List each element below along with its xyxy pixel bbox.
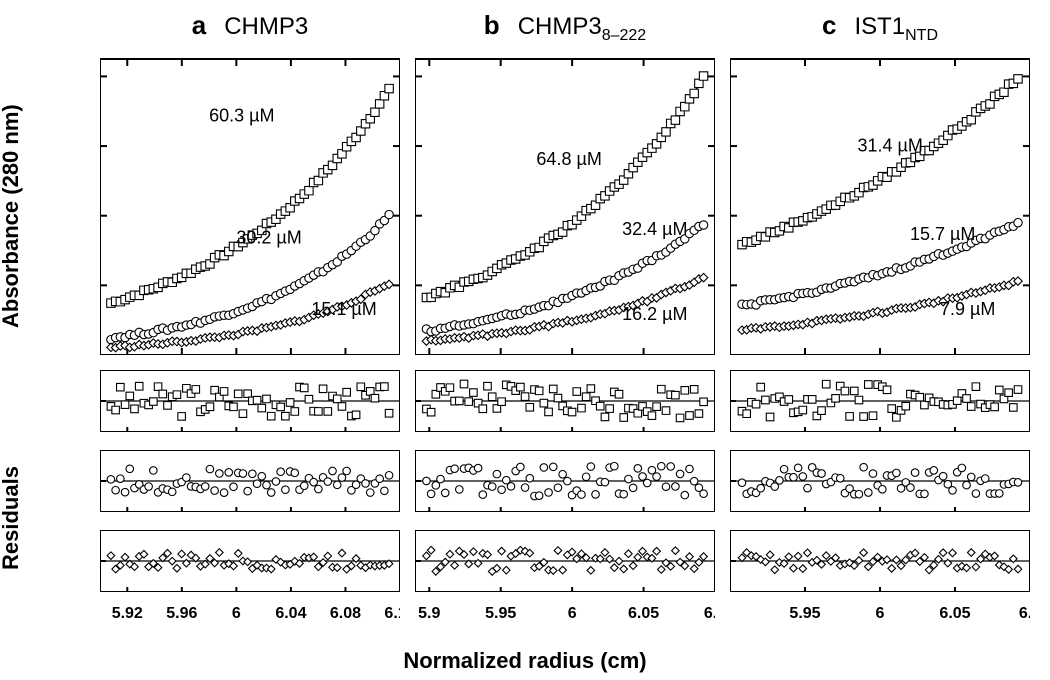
y-axis-label-residuals: Residuals	[0, 466, 24, 570]
series-label: 15.7 µM	[910, 224, 975, 244]
svg-text:5.92: 5.92	[112, 605, 143, 622]
svg-text:6: 6	[232, 605, 241, 622]
panel-letter: a	[192, 10, 206, 40]
residuals-plot-c-0: –0.0200.02	[730, 370, 1030, 432]
svg-text:6.05: 6.05	[939, 605, 970, 622]
panel-a: aCHMP300.20.40.60.860.3 µM30.2 µM15.1 µM…	[100, 10, 400, 670]
residuals-plot-a-1: –0.03500.035	[100, 450, 400, 512]
panel-title-c: c IST1NTD	[730, 10, 1030, 45]
figure: Absorbance (280 nm) Residuals Normalized…	[10, 10, 1040, 670]
svg-text:6.08: 6.08	[330, 605, 361, 622]
panel-title-text: CHMP3	[224, 13, 308, 40]
series-label: 60.3 µM	[209, 106, 274, 126]
x-tick-labels-a: 5.92 5.96 6 6.04 6.08 6.12	[100, 600, 400, 626]
svg-text:6: 6	[568, 605, 577, 622]
svg-text:6.1: 6.1	[704, 605, 715, 622]
panel-c: cIST1NTD00.20.40.60.831.4 µM15.7 µM7.9 µ…	[730, 10, 1030, 670]
series-label: 7.9 µM	[940, 299, 995, 319]
panel-title-text: CHMP38–222	[518, 13, 647, 40]
svg-text:6.1: 6.1	[1019, 605, 1030, 622]
series-label: 15.1 µM	[311, 299, 376, 319]
y-axis-label-absorbance: Absorbance (280 nm)	[0, 104, 24, 328]
series-label: 32.4 µM	[622, 219, 687, 239]
svg-text:6: 6	[876, 605, 885, 622]
residuals-plot-c-1: –0.0200.02	[730, 450, 1030, 512]
residuals-plot-c-2: –0.0200.02	[730, 530, 1030, 592]
panel-title-text: IST1NTD	[854, 13, 938, 40]
residuals-plot-a-0: –0.03500.035	[100, 370, 400, 432]
series-label: 64.8 µM	[536, 149, 601, 169]
svg-text:6.12: 6.12	[384, 605, 400, 622]
series-label: 16.2 µM	[622, 304, 687, 324]
x-tick-labels-c: 5.95 6 6.05 6.1	[730, 600, 1030, 626]
panel-title-b: b CHMP38–222	[415, 10, 715, 45]
svg-text:6.04: 6.04	[275, 605, 306, 622]
svg-text:5.9: 5.9	[418, 605, 440, 622]
panel-letter: c	[822, 10, 836, 40]
svg-text:5.95: 5.95	[789, 605, 820, 622]
svg-text:6.05: 6.05	[628, 605, 659, 622]
panel-letter: b	[484, 10, 500, 40]
absorbance-plot-c: 00.20.40.60.831.4 µM15.7 µM7.9 µM	[730, 55, 1030, 355]
absorbance-plot-a: 00.20.40.60.860.3 µM30.2 µM15.1 µM	[100, 55, 400, 355]
series-label: 31.4 µM	[858, 135, 923, 155]
panel-title-a: a CHMP3	[100, 10, 400, 41]
svg-text:5.96: 5.96	[166, 605, 197, 622]
residuals-plot-b-1: –0.0200.02	[415, 450, 715, 512]
panel-b: bCHMP38–22200.20.40.60.864.8 µM32.4 µM16…	[415, 10, 715, 670]
svg-text:5.95: 5.95	[485, 605, 516, 622]
series-label: 30.2 µM	[236, 228, 301, 248]
x-tick-labels-b: 5.9 5.95 6 6.05 6.1	[415, 600, 715, 626]
absorbance-plot-b: 00.20.40.60.864.8 µM32.4 µM16.2 µM	[415, 55, 715, 355]
residuals-plot-b-0: –0.0200.02	[415, 370, 715, 432]
residuals-plot-b-2: –0.0200.02	[415, 530, 715, 592]
residuals-plot-a-2: –0.03500.035	[100, 530, 400, 592]
